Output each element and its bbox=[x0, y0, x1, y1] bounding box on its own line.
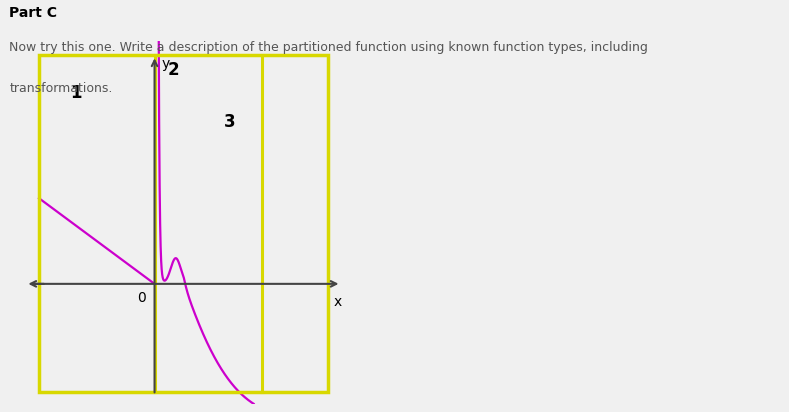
Text: transformations.: transformations. bbox=[9, 82, 113, 96]
Text: y: y bbox=[162, 57, 170, 71]
Text: x: x bbox=[334, 295, 342, 309]
Text: 0: 0 bbox=[137, 291, 146, 305]
Text: 1: 1 bbox=[69, 84, 81, 102]
Text: Part C: Part C bbox=[9, 6, 58, 20]
Text: 2: 2 bbox=[168, 61, 180, 80]
Text: Now try this one. Write a description of the partitioned function using known fu: Now try this one. Write a description of… bbox=[9, 41, 649, 54]
Text: 3: 3 bbox=[224, 113, 235, 131]
